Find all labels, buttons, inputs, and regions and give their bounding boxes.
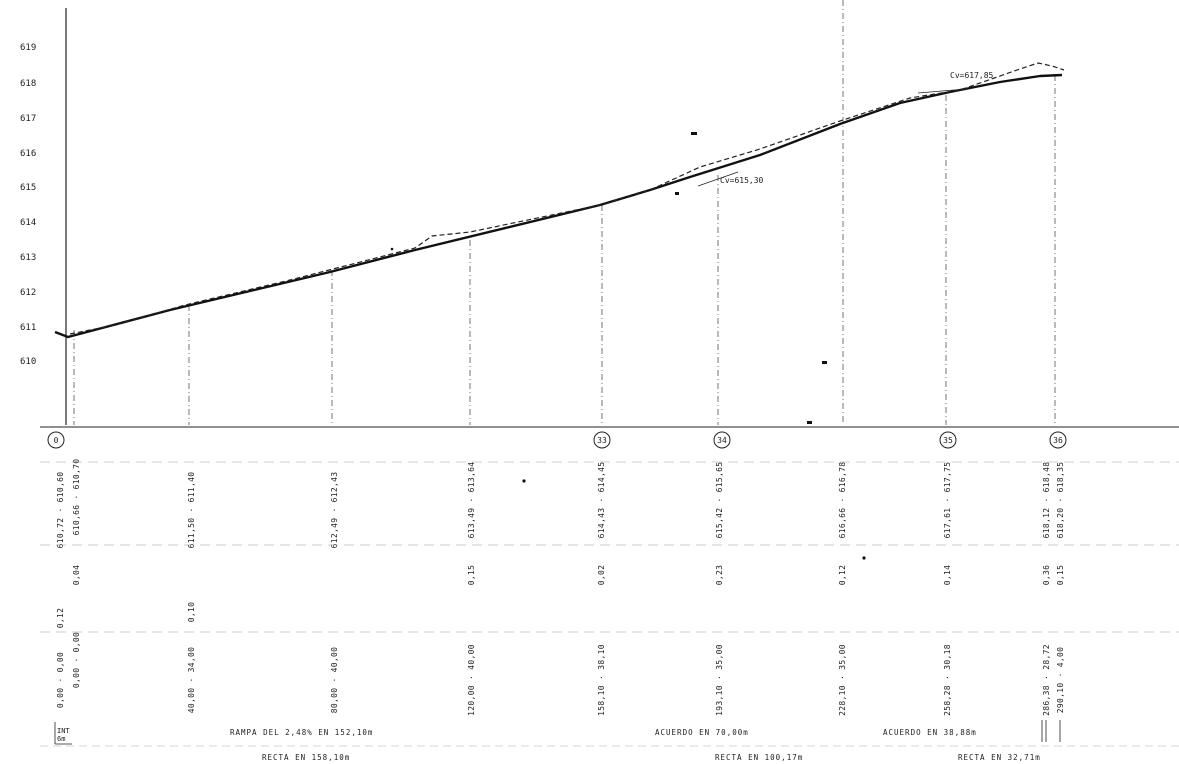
station-marker-33: 33	[593, 431, 611, 449]
column-lower: 193,10 · 35,00	[715, 644, 724, 716]
column-upper: 615,42 · 615,65	[715, 462, 724, 539]
y-label-612: 612	[20, 288, 36, 298]
column-upper: 618,12 · 618,48	[1042, 462, 1051, 539]
interval-label: INT	[57, 727, 70, 735]
acuerdo-label-1: ACUERDO EN 70,00m	[655, 728, 749, 737]
grade-line	[54, 73, 1063, 339]
interval-value: 6m	[57, 735, 65, 743]
y-label-618: 618	[20, 79, 36, 89]
station-label: 34	[717, 436, 727, 445]
station-marker-0: 0	[47, 431, 65, 449]
y-label-616: 616	[20, 149, 36, 159]
recta-label-1: RECTA EN 158,10m	[262, 753, 350, 762]
station-label: 36	[1053, 436, 1063, 445]
drawing-specks	[390, 132, 866, 560]
y-label-619: 619	[20, 43, 36, 53]
column-lower: 228,10 · 35,00	[838, 644, 847, 716]
column-lower: 80,00 · 40,00	[330, 647, 339, 714]
station-marker-35: 35	[939, 431, 957, 449]
column-upper: 610,66 · 610,70	[72, 459, 81, 536]
cv-label-615-30: Cv=615,30	[720, 176, 764, 185]
bottom-right-marks	[1041, 720, 1061, 742]
column-upper: 614,43 · 614,45	[597, 462, 606, 539]
column-mid: 0,12	[56, 608, 65, 628]
column-lower: 158,10 · 38,10	[597, 644, 606, 716]
column-lower: 40,00 · 34,00	[187, 647, 196, 714]
column-lower: 120,00 · 40,00	[467, 644, 476, 716]
station-guide-lines	[73, 0, 1056, 425]
station-label: 0	[54, 436, 59, 445]
column-lower: 290,10 · 4,00	[1056, 647, 1065, 714]
column-mid: 0,02	[597, 565, 606, 585]
column-mid: 0,12	[838, 565, 847, 585]
column-lower: 258,28 · 30,18	[943, 644, 952, 716]
terrain-line	[69, 62, 1065, 335]
column-upper: 618,20 · 618,35	[1056, 462, 1065, 539]
column-upper: 616,66 · 616,78	[838, 462, 847, 539]
cv-label-617-85: Cv=617,85	[950, 71, 994, 80]
cv1-leader	[917, 88, 967, 94]
station-label: 33	[597, 436, 607, 445]
interval-box: INT 6m	[54, 722, 72, 745]
column-mid: 0,04	[72, 565, 81, 585]
y-label-617: 617	[20, 114, 36, 124]
station-label: 35	[943, 436, 953, 445]
y-label-610: 610	[20, 357, 36, 367]
column-mid: 0,36	[1042, 565, 1051, 585]
recta-label-3: RECTA EN 32,71m	[958, 753, 1041, 762]
column-lower: 286,38 · 28,72	[1042, 644, 1051, 716]
column-mid: 0,15	[467, 565, 476, 585]
station-marker-36: 36	[1049, 431, 1067, 449]
band-separators	[40, 461, 1179, 633]
cv2-leader	[697, 171, 739, 187]
column-mid: 0,14	[943, 565, 952, 585]
recta-label-2: RECTA EN 100,17m	[715, 753, 803, 762]
station-marker-34: 34	[713, 431, 731, 449]
elevation-labels: 619 618 617 616 615 614 613 612 611 610	[20, 43, 36, 367]
column-upper: 611,50 · 611,40	[187, 472, 196, 549]
rampa-label: RAMPA DEL 2,48% EN 152,10m	[230, 728, 373, 737]
y-label-613: 613	[20, 253, 36, 263]
column-upper: 612,49 · 612,43	[330, 472, 339, 549]
acuerdo-label-2: ACUERDO EN 38,88m	[883, 728, 977, 737]
y-label-611: 611	[20, 323, 36, 333]
station-markers: 0 33 34 35 36	[47, 431, 1067, 449]
column-upper: 617,61 · 617,75	[943, 462, 952, 539]
column-mid: 0,23	[715, 565, 724, 585]
column-lower: 0,00 · 0,00	[72, 632, 81, 688]
column-upper: 613,49 · 613,64	[467, 462, 476, 539]
y-label-614: 614	[20, 218, 36, 228]
y-label-615: 615	[20, 183, 36, 193]
column-upper: 610,72 · 610,60	[56, 472, 65, 549]
column-lower: 0,00 · 0,00	[56, 652, 65, 708]
data-columns: 610,72 · 610,60 0,12 0,00 · 0,00 610,66 …	[56, 459, 1065, 716]
column-mid: 0,15	[1056, 565, 1065, 585]
column-mid: 0,10	[187, 602, 196, 622]
